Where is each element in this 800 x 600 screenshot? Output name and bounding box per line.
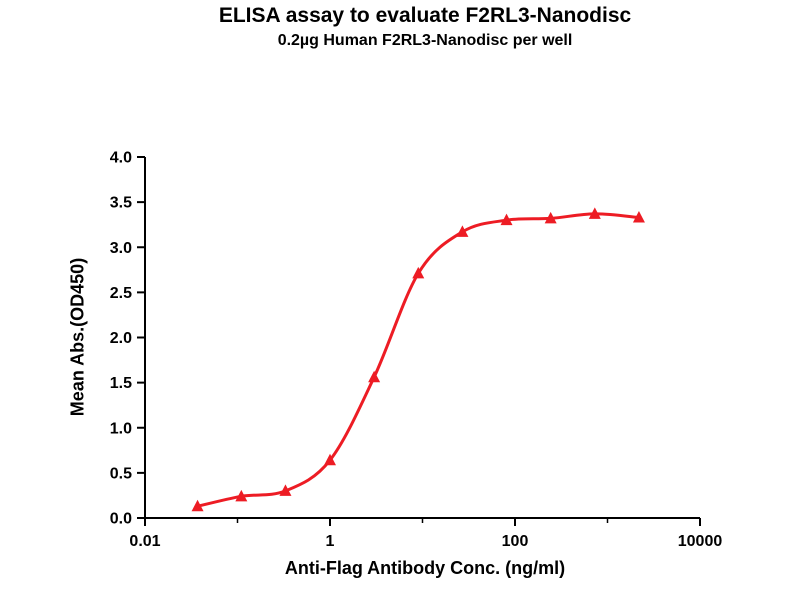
data-point-marker <box>588 207 601 219</box>
y-tick-label: 4.0 <box>110 150 132 167</box>
y-tick-label: 3.5 <box>110 195 132 212</box>
data-point-marker <box>412 266 425 279</box>
data-point-marker <box>235 489 248 502</box>
y-tick-label: 2.5 <box>110 285 132 302</box>
y-tick-label: 0.0 <box>110 511 132 528</box>
axes <box>137 156 701 526</box>
data-point-marker <box>544 211 557 224</box>
x-tick-label: 0.01 <box>129 533 160 550</box>
y-tick-label: 1.5 <box>110 375 132 392</box>
data-point-markers <box>191 207 645 512</box>
chart-subtitle: 0.2µg Human F2RL3-Nanodisc per well <box>277 32 573 49</box>
data-point-marker <box>324 453 336 466</box>
y-tick-label: 3.0 <box>110 240 132 257</box>
data-point-marker <box>191 499 204 512</box>
y-tick-label: 1.0 <box>110 420 132 437</box>
x-tick-label: 1 <box>326 533 335 550</box>
x-axis-label: Anti-Flag Antibody Conc. (ng/ml) <box>284 558 566 578</box>
data-point-marker <box>368 370 381 383</box>
data-point-marker <box>500 213 513 226</box>
x-tick-label: 100 <box>502 533 529 550</box>
x-tick-label: 10000 <box>678 533 723 550</box>
chart-title: ELISA assay to evaluate F2RL3-Nanodisc <box>218 4 632 27</box>
data-point-marker <box>632 210 645 223</box>
data-point-marker <box>456 225 469 237</box>
tick-labels: 0.0 0.5 1.0 1.5 2.0 2.5 3.0 3.5 4.0 0.01 1 100 10000 <box>110 150 723 551</box>
data-point-marker <box>279 484 292 496</box>
y-tick-label: 2.0 <box>110 330 132 347</box>
y-tick-label: 0.5 <box>110 465 132 482</box>
dose-response-curve <box>196 212 641 508</box>
